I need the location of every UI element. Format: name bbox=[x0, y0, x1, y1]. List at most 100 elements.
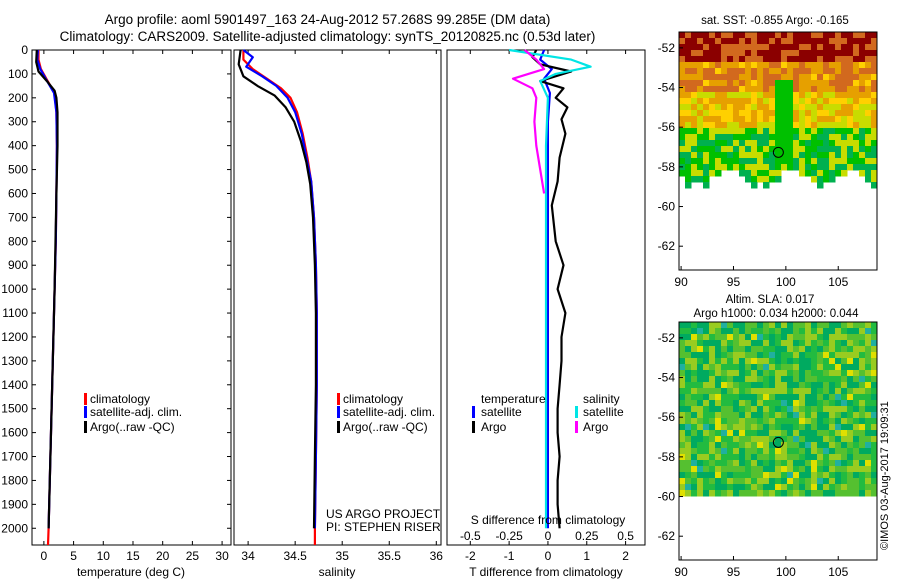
map-cell bbox=[811, 134, 818, 141]
map-cell bbox=[709, 92, 716, 99]
map-cell bbox=[733, 104, 740, 111]
map-cell bbox=[757, 50, 764, 57]
map-cell bbox=[847, 146, 854, 153]
map-cell bbox=[679, 388, 686, 395]
map-cell bbox=[865, 388, 872, 395]
map-cell bbox=[871, 86, 878, 93]
map-cell bbox=[703, 436, 710, 443]
map-cell bbox=[823, 80, 830, 87]
temperature-panel-frame bbox=[31, 49, 232, 546]
map-cell bbox=[715, 38, 722, 45]
y-tick-label: -56 bbox=[658, 410, 676, 424]
map-cell bbox=[865, 176, 872, 183]
map-cell bbox=[835, 68, 842, 75]
map-cell bbox=[847, 472, 854, 479]
map-cell bbox=[817, 62, 824, 69]
map-cell bbox=[823, 400, 830, 407]
map-cell bbox=[679, 74, 686, 81]
map-cell bbox=[763, 424, 770, 431]
map-cell bbox=[715, 74, 722, 81]
map-cell bbox=[733, 62, 740, 69]
map-cell bbox=[727, 424, 734, 431]
map-cell bbox=[745, 98, 752, 105]
map-cell bbox=[715, 352, 722, 359]
map-cell bbox=[763, 50, 770, 57]
map-cell bbox=[799, 110, 806, 117]
map-cell bbox=[829, 176, 836, 183]
map-cell bbox=[775, 62, 782, 69]
legend-swatch-satellite bbox=[84, 406, 87, 418]
map-cell bbox=[709, 340, 716, 347]
sst-map-title: sat. SST: -0.855 Argo: -0.165 bbox=[701, 15, 849, 27]
map-cell bbox=[811, 490, 818, 497]
map-cell bbox=[769, 32, 776, 39]
map-cell bbox=[763, 86, 770, 93]
map-cell bbox=[679, 364, 686, 371]
map-cell bbox=[763, 122, 770, 129]
map-cell bbox=[829, 322, 836, 329]
map-cell bbox=[853, 140, 860, 147]
map-cell bbox=[691, 394, 698, 401]
map-cell bbox=[769, 98, 776, 105]
map-cell bbox=[847, 388, 854, 395]
map-cell bbox=[847, 44, 854, 51]
y-tick-label: 800 bbox=[8, 234, 28, 248]
map-cell bbox=[775, 134, 782, 141]
map-cell bbox=[709, 346, 716, 353]
map-cell bbox=[871, 98, 878, 105]
map-cell bbox=[679, 32, 686, 39]
map-cell bbox=[799, 134, 806, 141]
map-cell bbox=[841, 478, 848, 485]
map-cell bbox=[685, 460, 692, 467]
series-line bbox=[242, 49, 318, 529]
map-cell bbox=[763, 158, 770, 165]
map-cell bbox=[757, 478, 764, 485]
map-cell bbox=[685, 346, 692, 353]
map-cell bbox=[781, 490, 788, 497]
map-cell bbox=[787, 454, 794, 461]
map-cell bbox=[685, 388, 692, 395]
map-cell bbox=[733, 44, 740, 51]
map-cell bbox=[697, 158, 704, 165]
map-cell bbox=[715, 62, 722, 69]
map-cell bbox=[835, 62, 842, 69]
map-cell bbox=[721, 50, 728, 57]
map-cell bbox=[715, 44, 722, 51]
map-cell bbox=[823, 164, 830, 171]
map-cell bbox=[805, 364, 812, 371]
map-cell bbox=[811, 62, 818, 69]
map-cell bbox=[745, 400, 752, 407]
y-tick-label: 1300 bbox=[1, 354, 28, 368]
map-cell bbox=[781, 74, 788, 81]
map-cell bbox=[871, 170, 878, 177]
map-cell bbox=[871, 62, 878, 69]
map-cell bbox=[745, 436, 752, 443]
map-cell bbox=[751, 424, 758, 431]
map-cell bbox=[733, 394, 740, 401]
map-cell bbox=[691, 382, 698, 389]
map-cell bbox=[775, 128, 782, 135]
temperature-xlabel: temperature (deg C) bbox=[77, 565, 185, 579]
map-cell bbox=[811, 176, 818, 183]
map-cell bbox=[685, 376, 692, 383]
map-cell bbox=[685, 334, 692, 341]
map-cell bbox=[691, 412, 698, 419]
map-cell bbox=[775, 164, 782, 171]
map-cell bbox=[853, 164, 860, 171]
project-annotation: US ARGO PROJECT bbox=[326, 507, 441, 521]
map-cell bbox=[853, 352, 860, 359]
map-cell bbox=[799, 170, 806, 177]
map-cell bbox=[769, 134, 776, 141]
map-cell bbox=[835, 152, 842, 159]
salinity-plot: 34 34.5 35 35.5 36 bbox=[237, 49, 443, 563]
map-cell bbox=[739, 134, 746, 141]
map-cell bbox=[865, 50, 872, 57]
map-cell bbox=[865, 122, 872, 129]
map-cell bbox=[793, 466, 800, 473]
map-cell bbox=[703, 122, 710, 129]
map-cell bbox=[757, 418, 764, 425]
map-cell bbox=[727, 418, 734, 425]
map-cell bbox=[733, 460, 740, 467]
map-cell bbox=[865, 376, 872, 383]
map-cell bbox=[853, 454, 860, 461]
